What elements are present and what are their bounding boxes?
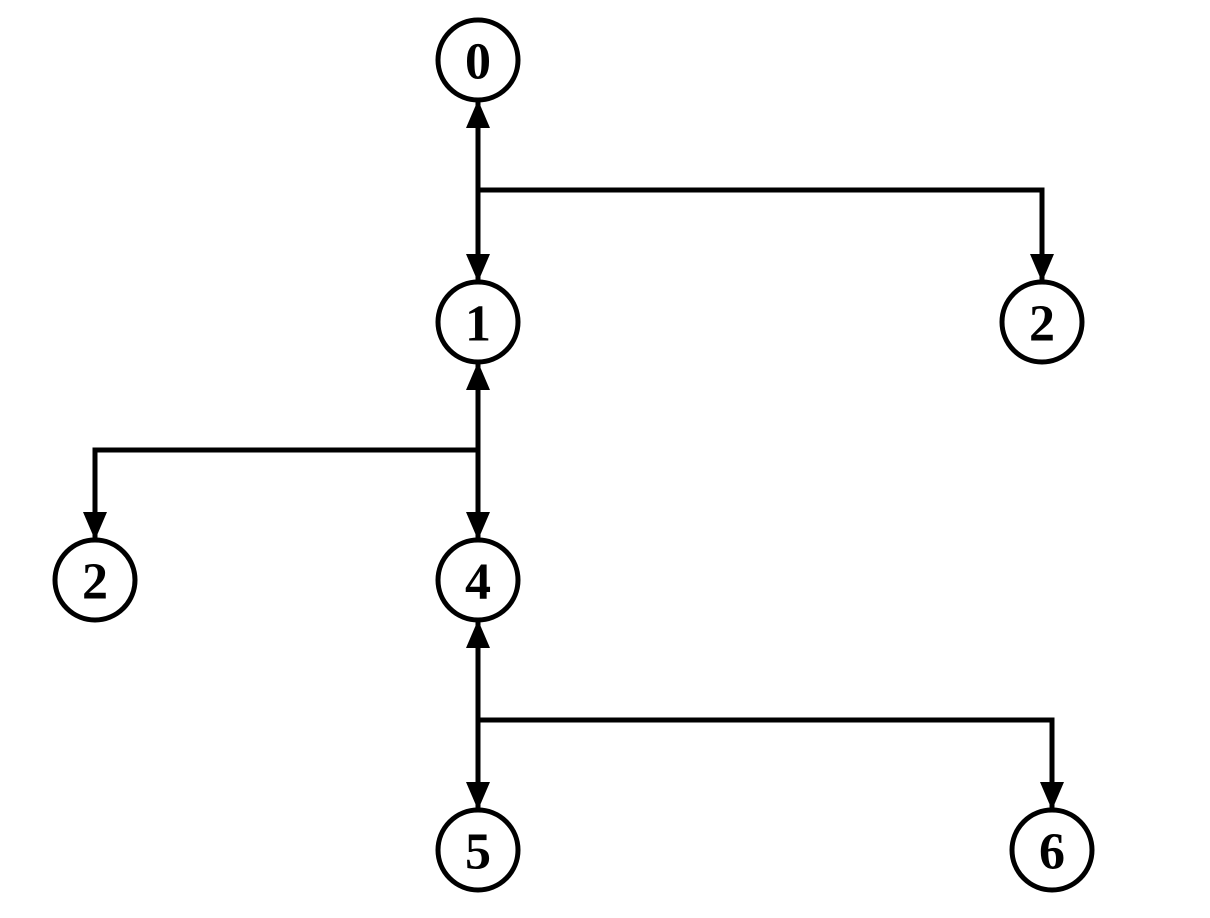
graph-node-4: 4 — [438, 540, 518, 620]
graph-canvas: 0 1 2 2 4 5 6 — [0, 0, 1210, 918]
graph-node-5: 5 — [438, 810, 518, 890]
edge — [95, 450, 478, 540]
node-label: 2 — [1029, 296, 1055, 353]
node-label: 1 — [465, 296, 491, 353]
arrowhead — [466, 362, 490, 390]
arrowhead — [1040, 782, 1064, 810]
graph-node-6: 6 — [1012, 810, 1092, 890]
node-label: 6 — [1039, 824, 1065, 881]
arrowhead — [466, 254, 490, 282]
arrowhead — [466, 620, 490, 648]
edge — [478, 720, 1052, 810]
arrowhead — [1030, 254, 1054, 282]
arrowhead — [466, 782, 490, 810]
arrowhead — [83, 512, 107, 540]
node-label: 2 — [82, 554, 108, 611]
graph-node-2: 2 — [55, 540, 135, 620]
graph-node-1: 1 — [438, 282, 518, 362]
node-label: 0 — [465, 34, 491, 91]
arrowhead — [466, 512, 490, 540]
graph-node-0: 0 — [438, 20, 518, 100]
node-label: 5 — [465, 824, 491, 881]
node-label: 4 — [465, 554, 491, 611]
edge — [478, 190, 1042, 282]
arrowhead — [466, 100, 490, 128]
graph-node-2: 2 — [1002, 282, 1082, 362]
